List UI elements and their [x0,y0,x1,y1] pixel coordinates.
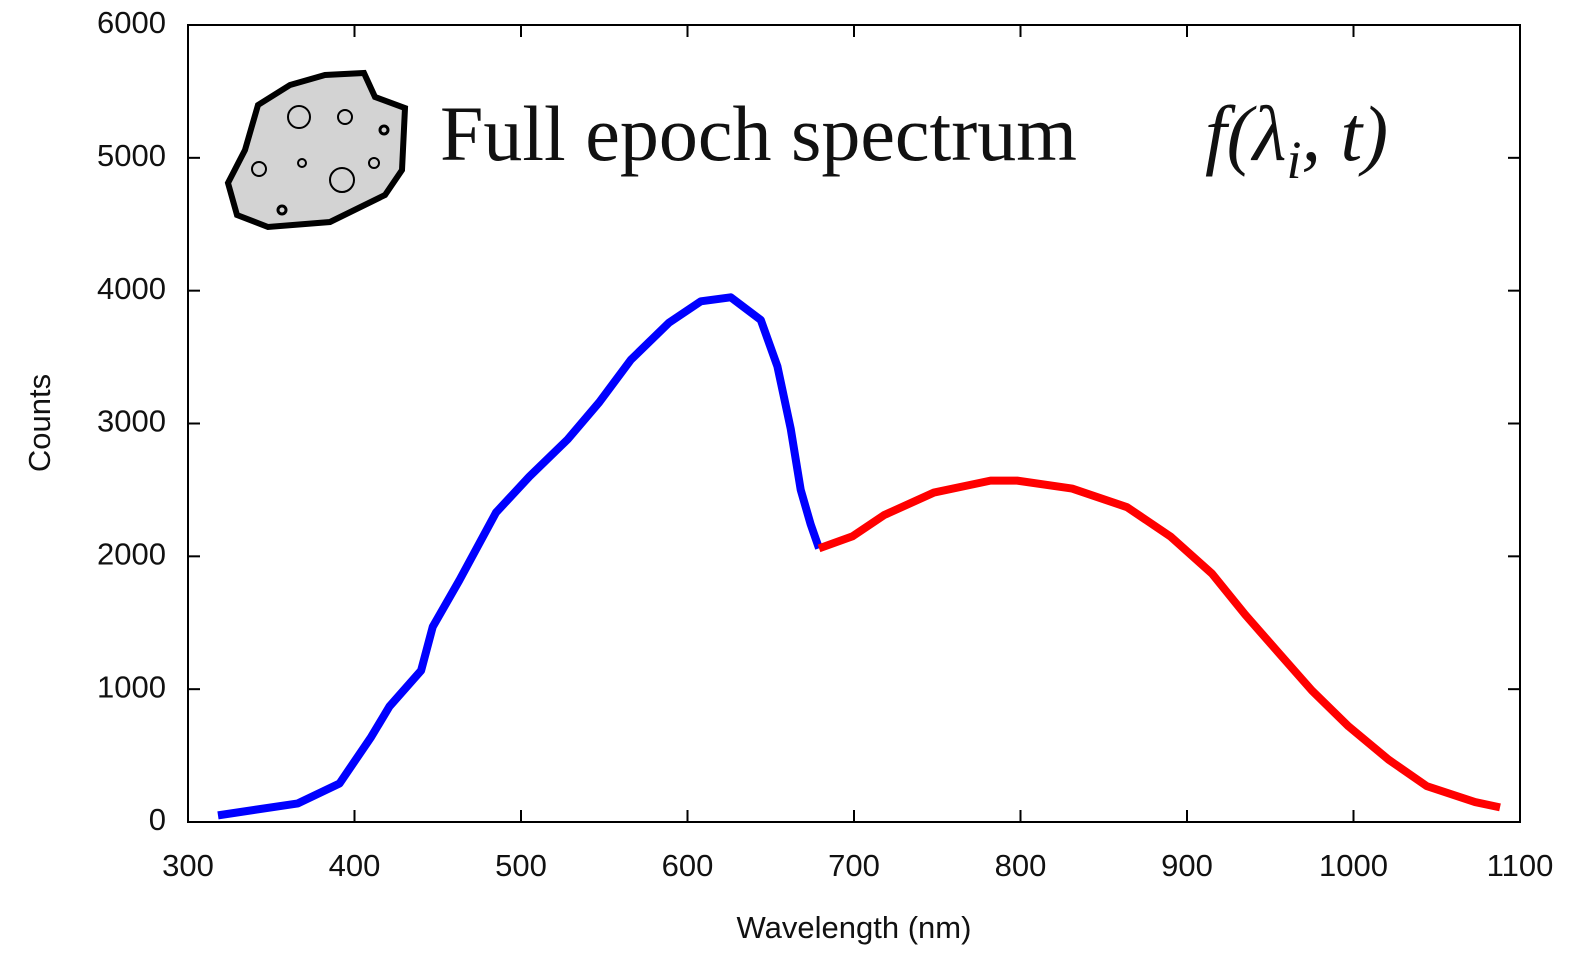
x-tick-label: 300 [162,848,214,883]
x-axis-label: Wavelength (nm) [737,910,972,945]
formula-sub: i [1286,130,1301,190]
y-tick-label: 4000 [97,271,166,306]
x-tick-label: 700 [828,848,880,883]
x-tick-label: 600 [662,848,714,883]
formula-main: f(λ [1205,90,1286,177]
x-tick-label: 800 [995,848,1047,883]
x-tick-label: 900 [1161,848,1213,883]
y-tick-label: 2000 [97,537,166,572]
y-axis-label: Counts [22,374,57,472]
y-tick-label: 0 [149,802,166,837]
y-tick-label: 1000 [97,669,166,704]
formula: f(λi, t) [1205,90,1388,190]
x-tick-label: 500 [495,848,547,883]
x-tick-label: 1100 [1487,848,1554,883]
y-tick-label: 3000 [97,404,166,439]
formula-rest: , t) [1301,90,1388,177]
y-tick-label: 6000 [97,5,166,40]
x-tick-label: 1000 [1319,848,1388,883]
spectrum-line [217,293,823,820]
spectrum-line [817,476,1501,812]
asteroid-icon [224,69,409,231]
annotation: Full epoch spectrum [440,90,1077,177]
y-tick-label: 5000 [97,138,166,173]
x-tick-label: 400 [329,848,381,883]
